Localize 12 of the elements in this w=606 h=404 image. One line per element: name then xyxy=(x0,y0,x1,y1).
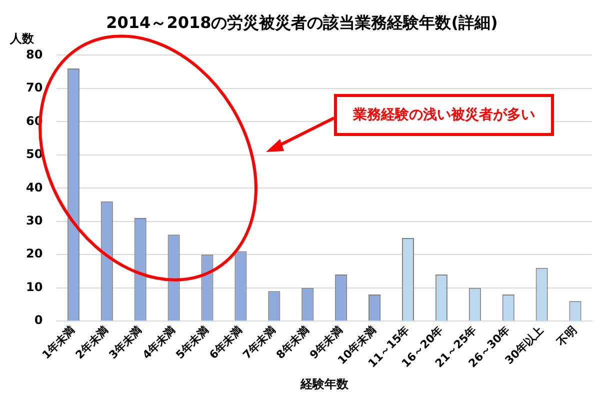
y-tick-label: 30 xyxy=(26,213,43,228)
y-tick-label: 10 xyxy=(26,280,43,294)
annotation: 業務経験の浅い被災者が多い xyxy=(334,94,554,136)
x-axis-title: 経験年数 xyxy=(299,376,350,391)
y-axis-title: 人数 xyxy=(9,31,35,46)
y-tick-label: 80 xyxy=(26,47,43,62)
x-tick-label: 不明 xyxy=(554,324,580,350)
y-tick-label: 20 xyxy=(26,246,43,261)
chart-title: 2014～2018の労災被災者の該当業務経験年数(詳細) xyxy=(106,12,498,32)
y-tick-label: 0 xyxy=(34,313,43,328)
y-tick-label: 70 xyxy=(26,80,43,95)
y-tick-label: 40 xyxy=(26,180,43,194)
